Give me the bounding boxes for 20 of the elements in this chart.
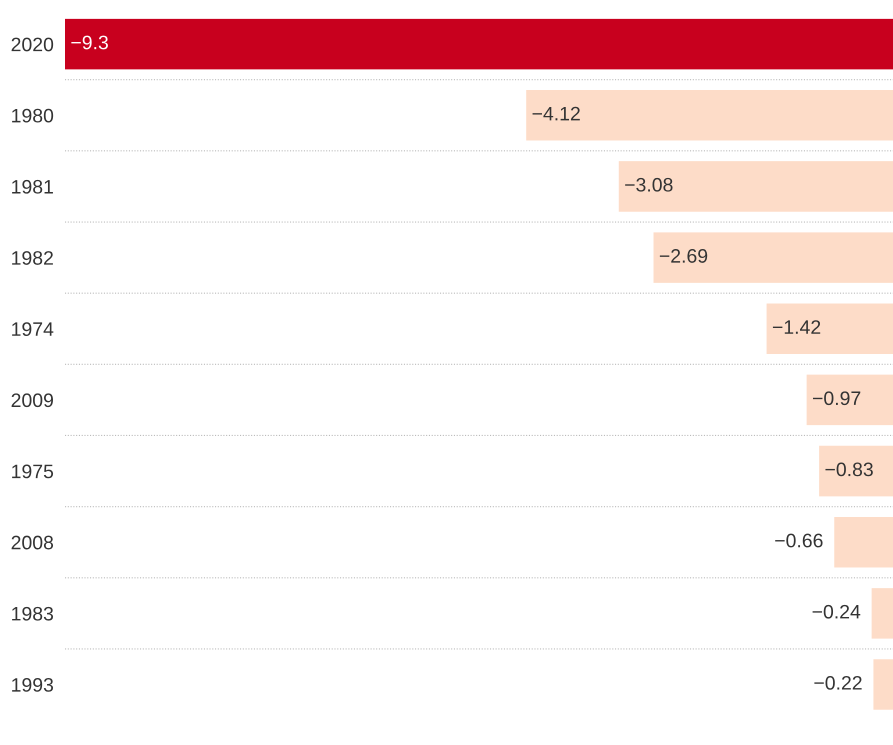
data-label: −0.66 <box>775 534 823 548</box>
y-tick-label: 2008 <box>12 536 54 550</box>
data-label: −9.3 <box>71 36 108 50</box>
y-tick-label: 1981 <box>12 180 53 194</box>
data-label: −1.42 <box>772 320 820 334</box>
data-label: −0.83 <box>825 462 873 476</box>
data-label: −4.12 <box>532 106 580 120</box>
y-tick-label: 1993 <box>12 678 54 692</box>
y-tick-label: 1980 <box>12 108 54 123</box>
data-label: −0.97 <box>813 391 860 406</box>
data-label: −0.24 <box>812 604 860 619</box>
y-tick-label: 2009 <box>12 393 53 408</box>
data-label: −0.22 <box>814 676 862 690</box>
data-label: −2.69 <box>660 249 708 263</box>
y-tick-label: 1975 <box>12 464 54 478</box>
y-tick-label: 1982 <box>12 251 53 265</box>
y-tick-label: 1974 <box>12 322 54 336</box>
y-tick-label: 1983 <box>12 606 54 621</box>
y-tick-label: 2020 <box>12 38 54 52</box>
data-label: −3.08 <box>625 178 673 192</box>
